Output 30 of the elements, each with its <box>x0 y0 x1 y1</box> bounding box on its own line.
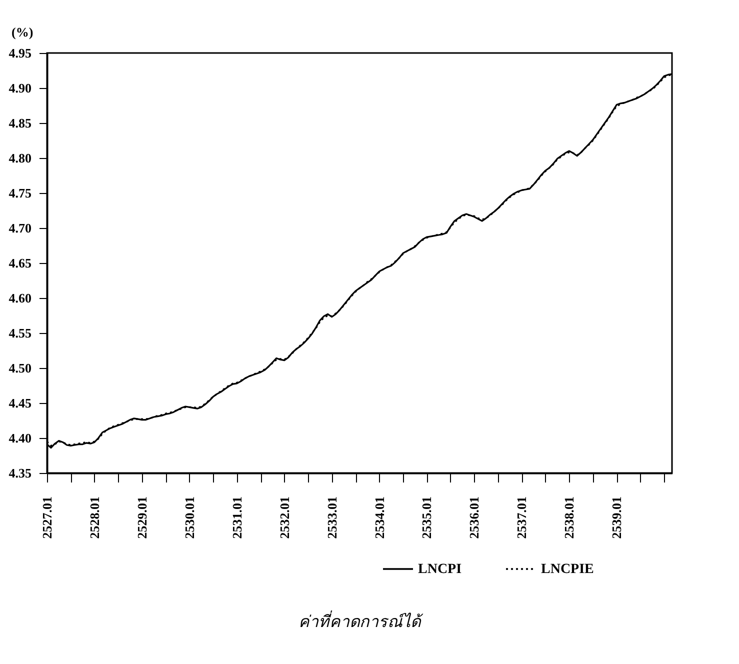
x-tick-label: 2538.01 <box>562 496 577 539</box>
x-tick-label: 2537.01 <box>514 496 530 539</box>
legend-label: LNCPIE <box>541 562 594 577</box>
x-tick-label: 2532.01 <box>276 496 292 539</box>
y-tick-label: 4.85 <box>8 116 32 130</box>
x-tick-label: 2539.01 <box>609 496 624 539</box>
y-tick-label: 4.40 <box>8 430 32 446</box>
y-tick-label: 4.70 <box>8 220 32 236</box>
y-tick-label: 4.95 <box>8 46 32 60</box>
y-tick-label: 4.50 <box>8 360 32 376</box>
y-tick-label: 4.80 <box>8 150 32 166</box>
x-tick-label: 2535.01 <box>419 496 434 539</box>
x-tick-label: 2534.01 <box>372 496 387 539</box>
x-tick-label: 2533.01 <box>324 496 340 539</box>
y-tick-label: 4.65 <box>8 256 32 270</box>
y-tick-label: 4.75 <box>8 186 32 200</box>
x-tick-label: 2536.01 <box>466 496 482 539</box>
y-tick-label: 4.55 <box>8 326 32 340</box>
y-tick-label: 4.90 <box>8 80 32 96</box>
y-axis-title: (%) <box>12 24 34 40</box>
x-tick-label: 2527.01 <box>40 496 54 539</box>
x-tick-label: 2531.01 <box>229 496 244 539</box>
y-tick-label: 4.45 <box>8 396 32 410</box>
x-tick-label: 2528.01 <box>86 496 102 539</box>
legend-label: LNCPI <box>418 562 462 577</box>
x-tick-label: 2529.01 <box>134 496 150 539</box>
x-tick-label: 2530.01 <box>182 496 197 539</box>
text: ค่าที่คาดการณ์ได้ <box>298 610 424 631</box>
y-tick-label: 4.60 <box>8 290 32 306</box>
y-tick-label: 4.35 <box>8 466 32 480</box>
